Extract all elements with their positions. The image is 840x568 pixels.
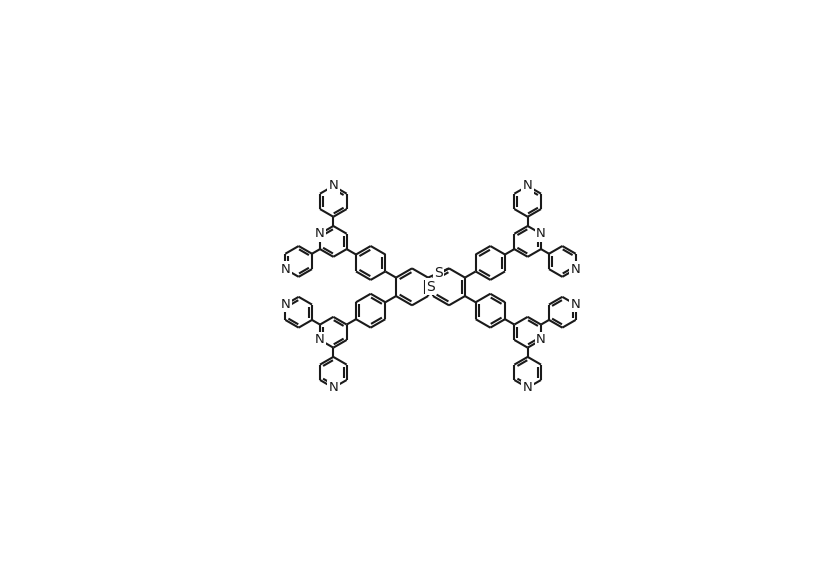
- Text: N: N: [328, 381, 339, 394]
- Text: S: S: [434, 266, 443, 280]
- Text: N: N: [315, 227, 325, 240]
- Text: S: S: [426, 280, 435, 294]
- Text: N: N: [536, 227, 546, 240]
- Text: N: N: [571, 298, 580, 311]
- Text: N: N: [315, 333, 325, 346]
- Text: N: N: [281, 298, 290, 311]
- Text: N: N: [536, 333, 546, 346]
- Text: N: N: [281, 262, 290, 275]
- Text: N: N: [571, 262, 580, 275]
- Text: N: N: [522, 381, 533, 394]
- Text: N: N: [522, 179, 533, 193]
- Text: N: N: [328, 179, 339, 193]
